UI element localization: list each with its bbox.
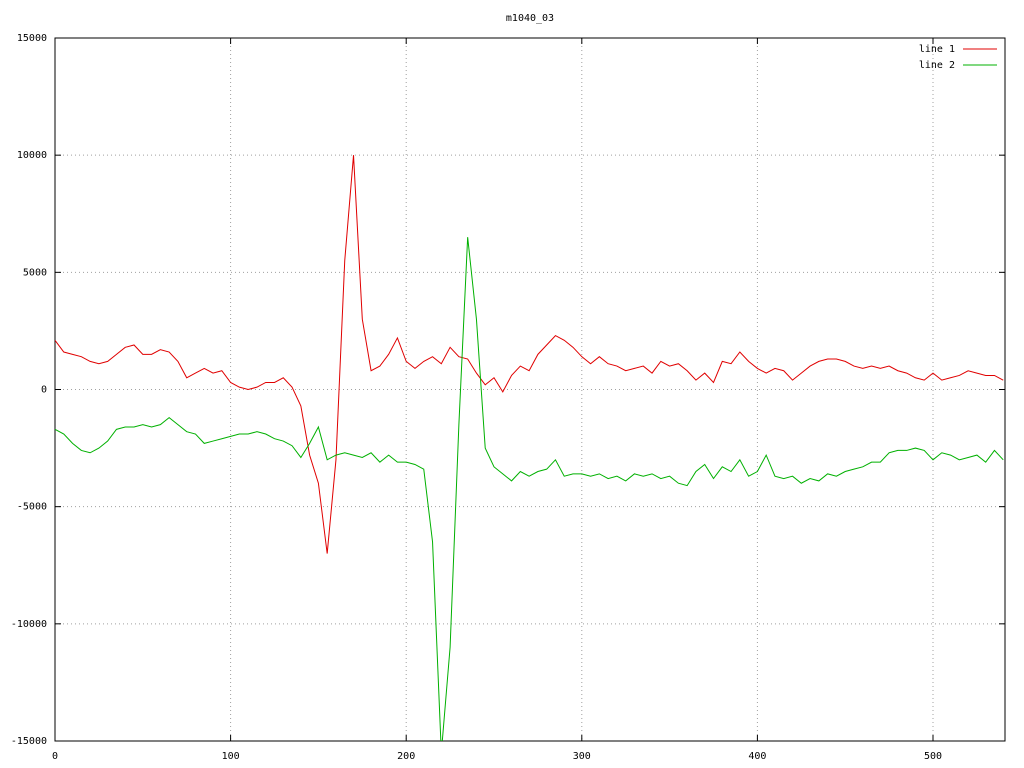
- data-line: [55, 237, 1004, 741]
- chart-title: m1040_03: [506, 13, 554, 24]
- legend-label: line 1: [919, 44, 955, 55]
- x-tick-label: 400: [748, 751, 766, 762]
- y-tick-label: 15000: [17, 33, 47, 44]
- y-tick-label: -5000: [17, 502, 47, 513]
- y-tick-label: 0: [41, 385, 47, 396]
- x-tick-label: 0: [52, 751, 58, 762]
- plot-area: [55, 155, 1004, 741]
- plot-frame: [54, 37, 1006, 742]
- x-tick-label: 300: [573, 751, 591, 762]
- legend-label: line 2: [919, 60, 955, 71]
- x-tick-label: 100: [222, 751, 240, 762]
- data-line: [55, 155, 1004, 554]
- x-tick-label: 200: [397, 751, 415, 762]
- y-tick-label: 10000: [17, 150, 47, 161]
- y-tick-label: -15000: [11, 736, 47, 747]
- x-tick-label: 500: [924, 751, 942, 762]
- y-tick-label: 5000: [23, 267, 47, 278]
- y-tick-label: -10000: [11, 619, 47, 630]
